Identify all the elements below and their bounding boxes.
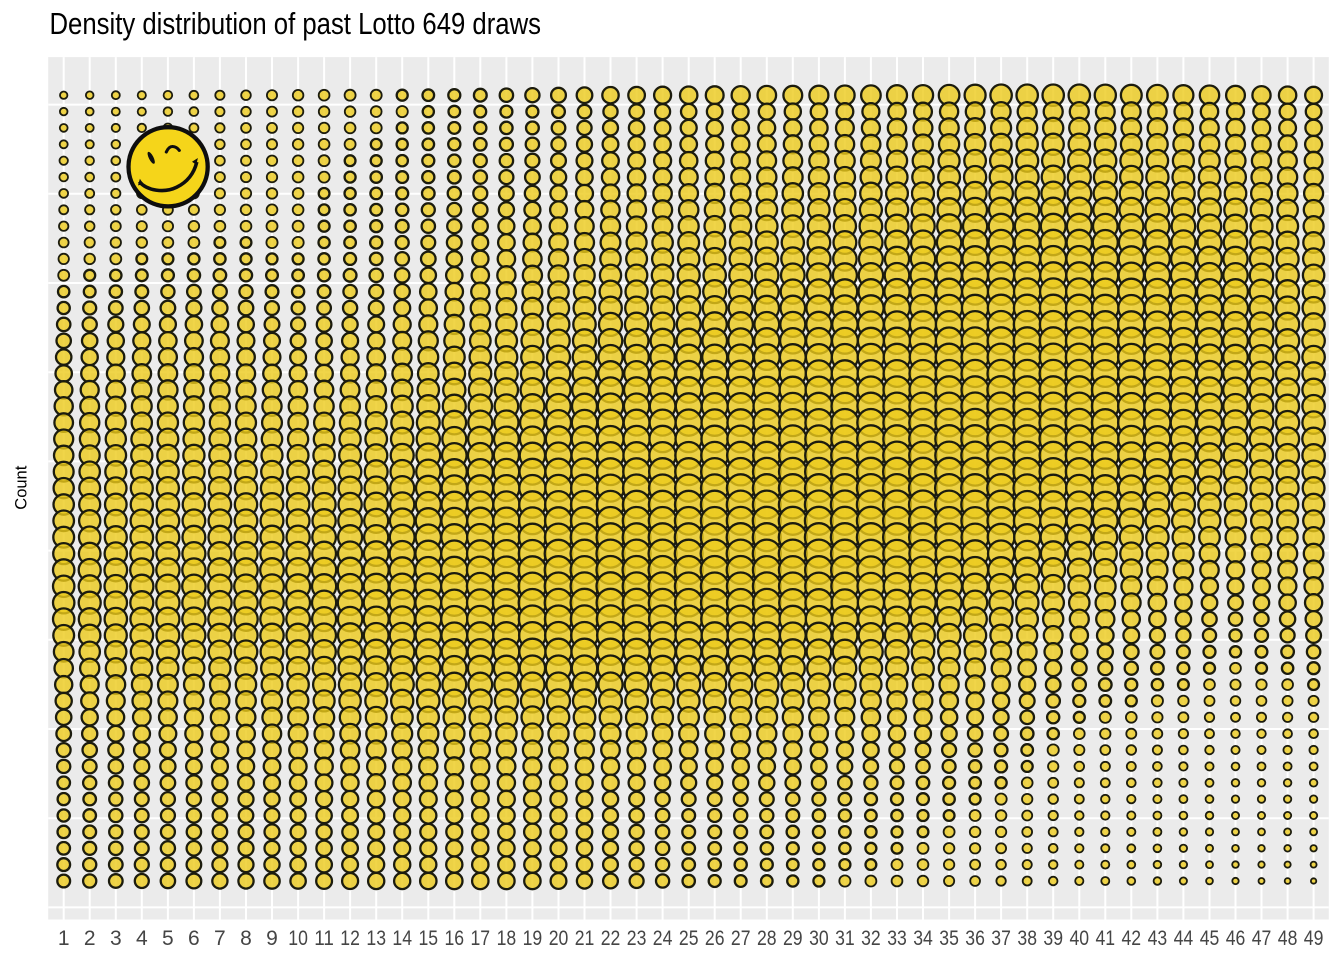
svg-text:25: 25 (679, 927, 699, 950)
svg-text:4: 4 (136, 927, 148, 950)
svg-text:24: 24 (653, 927, 673, 950)
svg-text:7: 7 (214, 927, 226, 950)
svg-text:49: 49 (1304, 927, 1324, 950)
svg-text:1: 1 (58, 927, 70, 950)
svg-text:23: 23 (627, 927, 647, 950)
svg-text:17: 17 (471, 927, 491, 950)
svg-text:47: 47 (1252, 927, 1272, 950)
svg-text:2: 2 (84, 927, 96, 950)
svg-text:6: 6 (188, 927, 200, 950)
svg-text:3: 3 (110, 927, 122, 950)
svg-text:22: 22 (601, 927, 621, 950)
svg-text:18: 18 (497, 927, 517, 950)
svg-text:19: 19 (523, 927, 543, 950)
svg-text:Count: Count (12, 465, 30, 509)
svg-text:32: 32 (861, 927, 881, 950)
svg-text:Density distribution of past L: Density distribution of past Lotto 649 d… (50, 7, 542, 41)
svg-text:20: 20 (549, 927, 569, 950)
svg-text:14: 14 (392, 927, 412, 950)
svg-text:34: 34 (913, 927, 933, 950)
svg-text:40: 40 (1070, 927, 1090, 950)
svg-text:33: 33 (887, 927, 907, 950)
svg-text:12: 12 (340, 927, 360, 950)
svg-text:38: 38 (1017, 927, 1037, 950)
svg-text:16: 16 (445, 927, 465, 950)
svg-text:13: 13 (366, 927, 386, 950)
svg-text:46: 46 (1226, 927, 1246, 950)
svg-text:9: 9 (266, 927, 278, 950)
svg-text:27: 27 (731, 927, 751, 950)
svg-text:15: 15 (419, 927, 439, 950)
svg-text:10: 10 (288, 927, 308, 950)
svg-text:48: 48 (1278, 927, 1298, 950)
svg-text:5: 5 (162, 927, 174, 950)
svg-text:45: 45 (1200, 927, 1220, 950)
svg-text:39: 39 (1043, 927, 1063, 950)
svg-text:30: 30 (809, 927, 829, 950)
svg-text:35: 35 (939, 927, 959, 950)
svg-text:21: 21 (575, 927, 595, 950)
svg-text:28: 28 (757, 927, 777, 950)
svg-text:43: 43 (1148, 927, 1168, 950)
svg-text:36: 36 (965, 927, 985, 950)
svg-text:31: 31 (835, 927, 855, 950)
svg-text:8: 8 (240, 927, 252, 950)
svg-text:42: 42 (1122, 927, 1142, 950)
svg-text:26: 26 (705, 927, 725, 950)
svg-text:11: 11 (314, 927, 334, 950)
svg-text:41: 41 (1096, 927, 1116, 950)
svg-text:29: 29 (783, 927, 803, 950)
svg-text:44: 44 (1174, 927, 1194, 950)
svg-text:37: 37 (991, 927, 1011, 950)
